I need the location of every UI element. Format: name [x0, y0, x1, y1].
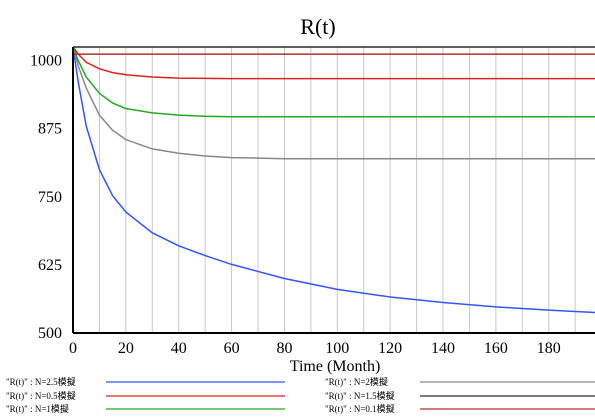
y-tick-label: 875: [38, 121, 62, 138]
series-line-2: [73, 47, 595, 79]
x-axis-ticks: 0204060801001201401601802: [69, 340, 595, 357]
x-tick-label: 80: [276, 340, 292, 357]
chart-title: R(t): [300, 14, 335, 39]
legend-label-5: "R(t)" : N=0.1模擬: [325, 404, 395, 414]
legend-label-3: "R(t)" : N=1.5模擬: [325, 391, 395, 401]
y-tick-label: 625: [38, 257, 62, 274]
x-tick-label: 40: [171, 340, 187, 357]
legend-label-2: "R(t)" : N=0.5模擬: [6, 391, 76, 401]
legend-label-4: "R(t)" : N=1模擬: [6, 404, 69, 414]
x-tick-label: 0: [69, 340, 77, 357]
series-line-0: [73, 47, 595, 313]
series-lines: [73, 47, 595, 313]
x-tick-label: 20: [118, 340, 134, 357]
legend-label-0: "R(t)" : N=2.5模擬: [6, 377, 76, 387]
legend: "R(t)" : N=2.5模擬 "R(t)" : N=2模擬 "R(t)" : N…: [6, 377, 595, 414]
x-axis-label: Time (Month): [290, 358, 381, 375]
y-tick-label: 750: [38, 189, 62, 206]
series-line-4: [73, 47, 595, 117]
x-tick-label: 160: [484, 340, 508, 357]
series-line-1: [73, 47, 595, 159]
y-axis-ticks: 1000 875 750 625 500: [30, 53, 62, 342]
x-tick-label: 60: [224, 340, 240, 357]
x-tick-label: 120: [378, 340, 402, 357]
x-tick-label: 140: [431, 340, 455, 357]
x-tick-label: 180: [537, 340, 561, 357]
legend-label-1: "R(t)" : N=2模擬: [325, 377, 388, 387]
x-tick-label: 100: [325, 340, 349, 357]
y-tick-label: 500: [38, 325, 62, 342]
y-tick-label: 1000: [30, 53, 62, 70]
